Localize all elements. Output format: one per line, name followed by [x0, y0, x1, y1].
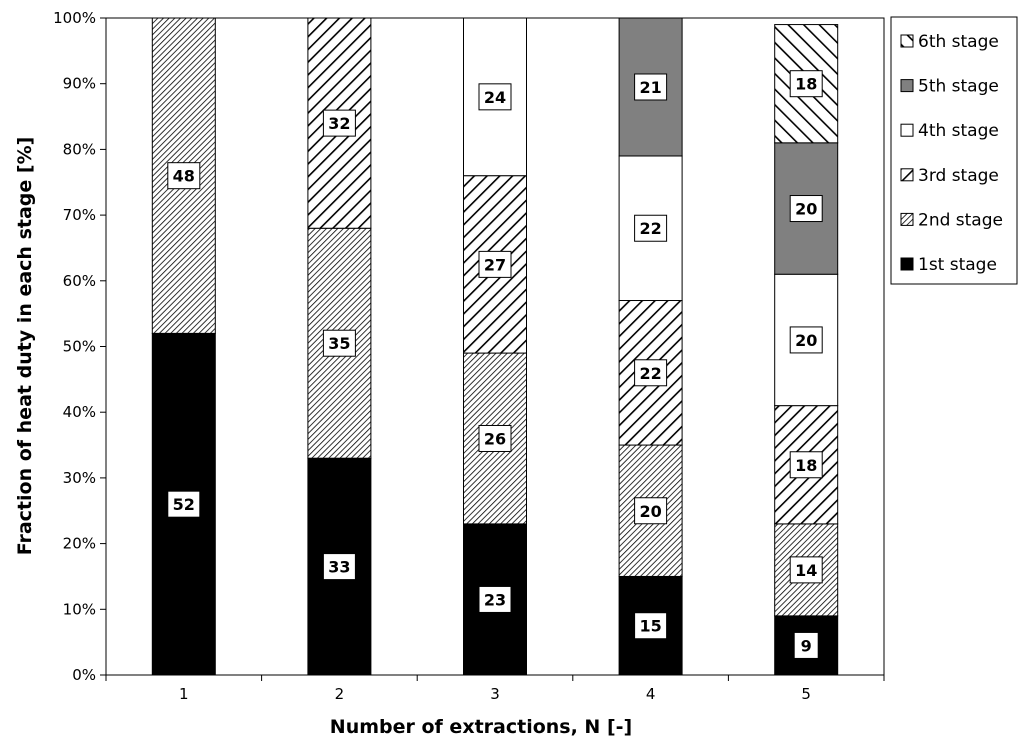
data-label: 52 — [173, 495, 195, 514]
data-label: 9 — [801, 636, 812, 655]
data-label: 23 — [484, 590, 506, 609]
data-label-box — [478, 250, 512, 278]
y-tick-label: 50% — [63, 338, 96, 356]
legend-swatch — [900, 168, 914, 182]
x-tick-label: 5 — [801, 685, 811, 703]
bar-segment — [774, 142, 839, 275]
axes: 0%10%20%30%40%50%60%70%80%90%100%1 2 3 4 5 — [53, 9, 885, 703]
data-label: 35 — [328, 334, 350, 353]
data-label: 33 — [328, 558, 350, 577]
x-axis-title: Number of extractions, N [-] — [330, 716, 632, 738]
legend-entry: 5th stage — [918, 77, 999, 97]
data-label-box — [789, 451, 823, 479]
data-label-box — [167, 162, 201, 190]
data-label-box — [478, 585, 512, 613]
data-label-box — [634, 214, 668, 242]
data-label: 48 — [173, 167, 195, 186]
data-label: 20 — [639, 502, 661, 521]
data-label: 21 — [639, 78, 661, 97]
data-label: 20 — [795, 200, 817, 219]
y-tick-label: 20% — [63, 535, 96, 553]
data-label-box — [322, 553, 356, 581]
data-label-box — [478, 424, 512, 452]
data-label-box — [793, 631, 819, 659]
data-label-box — [789, 195, 823, 223]
data-label-box — [322, 109, 356, 137]
x-tick-label: 1 — [179, 685, 189, 703]
y-tick-label: 30% — [63, 469, 96, 487]
legend-swatch — [900, 79, 914, 93]
data-label: 20 — [795, 331, 817, 350]
legend: 6th stage 5th stage 4th stage 3rd stage 2nd … — [890, 16, 1018, 285]
legend-entry: 2nd stage — [918, 210, 1003, 230]
y-tick-label: 100% — [53, 9, 96, 27]
data-label: 18 — [795, 75, 817, 94]
legend-frame — [890, 16, 1018, 285]
data-label: 24 — [484, 88, 506, 107]
legend-swatch — [900, 212, 914, 226]
x-tick-label: 4 — [646, 685, 656, 703]
data-label: 15 — [639, 617, 661, 636]
data-label-box — [634, 612, 668, 640]
data-label: 14 — [795, 561, 817, 580]
data-label: 22 — [639, 219, 661, 238]
data-label-box — [322, 329, 356, 357]
y-tick-label: 40% — [63, 403, 96, 421]
legend-swatch — [900, 34, 914, 48]
y-tick-label: 70% — [63, 206, 96, 224]
x-tick-label: 3 — [490, 685, 500, 703]
y-tick-label: 10% — [63, 600, 96, 618]
legend-swatch — [900, 257, 914, 271]
data-label-box — [167, 490, 201, 518]
data-label: 18 — [795, 456, 817, 475]
data-label-box — [789, 326, 823, 354]
data-label-box — [634, 73, 668, 101]
legend-entry: 6th stage — [918, 32, 999, 52]
data-label: 32 — [328, 114, 350, 133]
x-tick-label: 2 — [335, 685, 345, 703]
legend-entry: 1st stage — [918, 255, 997, 275]
y-axis-title: Fraction of heat duty in each stage [%] — [14, 137, 36, 556]
data-label: 26 — [484, 429, 506, 448]
y-tick-label: 80% — [63, 140, 96, 158]
legend-entry: 3rd stage — [918, 166, 999, 186]
bar-segment — [151, 17, 216, 334]
data-label: 22 — [639, 364, 661, 383]
y-tick-label: 90% — [63, 75, 96, 93]
data-label: 27 — [484, 255, 506, 274]
data-label-box — [634, 497, 668, 525]
data-label-box — [789, 556, 823, 584]
bars — [151, 17, 839, 676]
data-label-box — [789, 70, 823, 98]
legend-swatch — [900, 123, 914, 137]
data-labels: 52 48 33 35 32 23 26 27 24 15 20 22 22 21 9 14 18 20 20 18 — [167, 70, 823, 659]
y-tick-label: 0% — [72, 666, 96, 684]
data-label-box — [634, 359, 668, 387]
legend-entry: 4th stage — [918, 121, 999, 141]
y-tick-label: 60% — [63, 272, 96, 290]
data-label-box — [478, 83, 512, 111]
